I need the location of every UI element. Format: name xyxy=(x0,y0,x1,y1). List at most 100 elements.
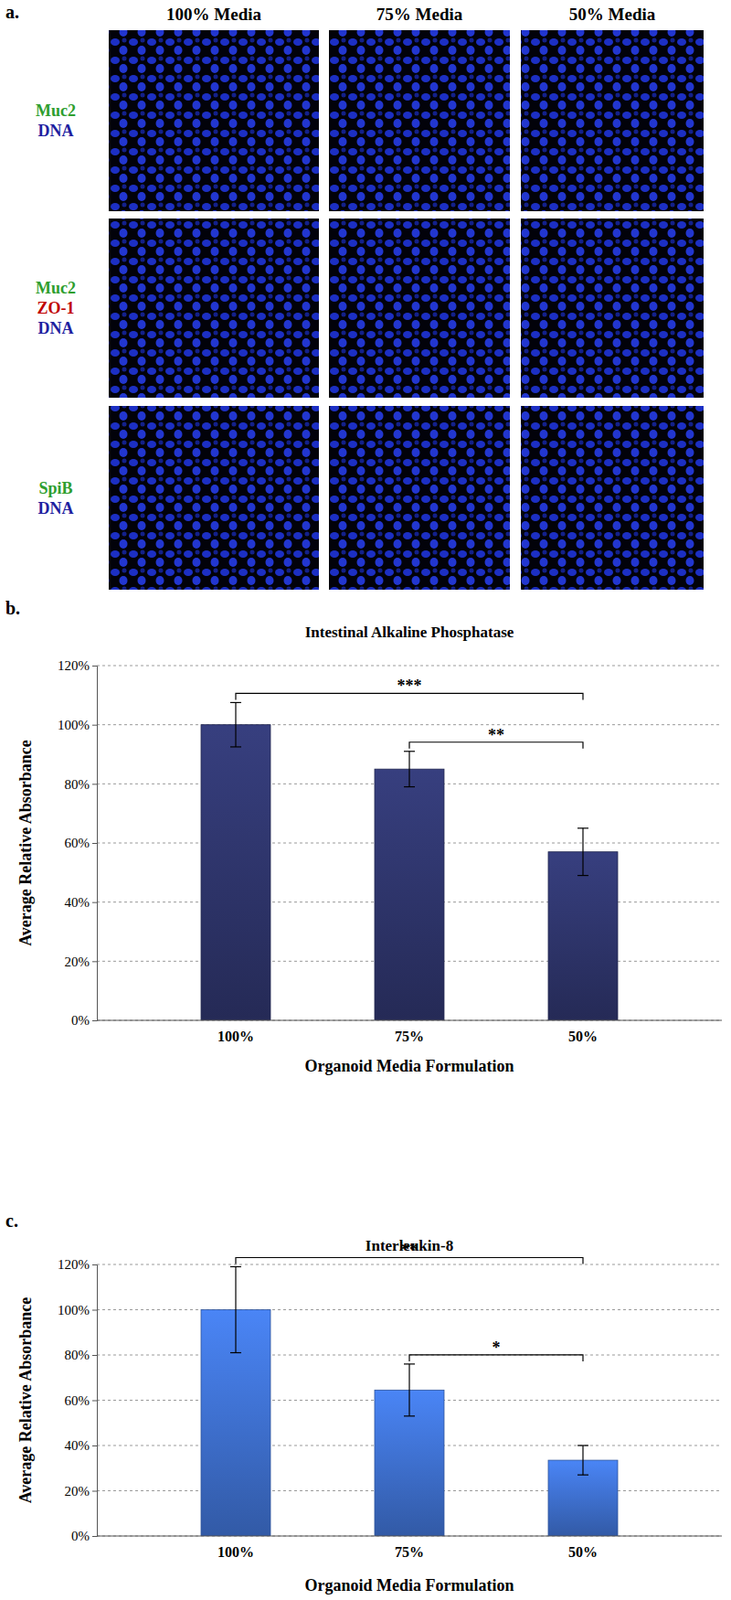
error-bar-cap xyxy=(577,874,589,876)
y-tick: 20% xyxy=(64,953,98,969)
panel-label: c. xyxy=(5,1209,19,1230)
error-bar-stem xyxy=(234,701,236,747)
error-bar-stem xyxy=(582,1444,583,1474)
error-bar xyxy=(403,1363,415,1416)
error-bar-cap xyxy=(230,745,242,747)
error-bar-cap xyxy=(230,1265,242,1267)
error-bar-cap xyxy=(577,1443,589,1445)
y-tick-label: 40% xyxy=(64,894,91,910)
y-tick: 80% xyxy=(64,776,98,792)
micrograph xyxy=(328,218,510,398)
significance-label: ** xyxy=(487,725,505,744)
x-tick-label: 75% xyxy=(394,1027,424,1044)
error-bar-cap xyxy=(403,785,415,787)
y-tick-mark xyxy=(92,724,97,726)
error-bar xyxy=(230,1265,242,1352)
micrograph xyxy=(520,405,704,590)
row-label: Muc2 xyxy=(35,101,76,120)
x-tick: 100% xyxy=(217,1535,255,1559)
column-header: 75% Media xyxy=(376,4,464,24)
error-bar xyxy=(403,751,415,787)
grid-line xyxy=(96,723,722,725)
y-tick-label: 0% xyxy=(71,1527,90,1543)
y-tick: 80% xyxy=(64,1346,98,1362)
micrograph xyxy=(108,405,319,590)
y-tick: 20% xyxy=(64,1483,98,1498)
micrograph xyxy=(108,30,319,212)
y-tick-label: 40% xyxy=(64,1437,91,1452)
plot-area xyxy=(201,701,618,1020)
x-tick: 75% xyxy=(394,1535,424,1559)
y-tick-mark xyxy=(92,960,97,962)
y-tick-mark xyxy=(92,1354,97,1356)
error-bar xyxy=(230,701,242,747)
significance-label: *** xyxy=(397,676,423,695)
grid xyxy=(96,1263,722,1536)
y-tick-mark xyxy=(92,1263,97,1265)
x-tick: 75% xyxy=(394,1019,424,1044)
x-tick: 100% xyxy=(217,1019,255,1044)
y-tick: 0% xyxy=(71,1527,97,1543)
y-tick-label: 20% xyxy=(64,953,91,969)
panel-label: a. xyxy=(5,1,20,22)
y-tick: 40% xyxy=(64,1437,98,1452)
chart: b.Intestinal Alkaline Phosphatase0%20%40… xyxy=(5,597,722,1075)
grid-line xyxy=(96,665,722,667)
x-tick: 50% xyxy=(568,1019,598,1044)
micrograph xyxy=(108,218,319,398)
column-header: 50% Media xyxy=(569,4,657,24)
y-axis-title: Average Relative Absorbance xyxy=(16,1296,35,1504)
x-tick-label: 100% xyxy=(217,1027,255,1044)
error-bar-stem xyxy=(234,1265,236,1352)
y-tick-label: 20% xyxy=(64,1483,91,1498)
row-label: DNA xyxy=(38,318,75,338)
x-axis-title: Organoid Media Formulation xyxy=(305,1056,515,1075)
y-tick-mark xyxy=(92,665,97,667)
micrograph xyxy=(328,405,510,590)
row-label: Muc2 xyxy=(35,278,76,297)
micrograph xyxy=(328,30,510,212)
bar xyxy=(548,851,618,1020)
y-tick: 100% xyxy=(57,717,97,732)
row-label: DNA xyxy=(38,121,75,140)
y-tick-label: 120% xyxy=(57,657,90,673)
y-tick-mark xyxy=(92,842,97,844)
chart: c.Interleukin-80%20%40%60%80%100%120%100… xyxy=(5,1209,722,1594)
column-header: 100% Media xyxy=(166,4,262,24)
y-tick: 60% xyxy=(64,1392,98,1408)
x-tick: 50% xyxy=(568,1535,598,1559)
row-label: SpiB xyxy=(38,478,73,498)
error-bar-cap xyxy=(230,701,242,703)
grid-line xyxy=(96,1308,722,1310)
y-tick: 40% xyxy=(64,894,98,910)
x-tick-label: 50% xyxy=(568,1027,598,1044)
y-axis-line xyxy=(92,666,98,1021)
y-tick-mark xyxy=(92,783,97,784)
y-tick-mark xyxy=(92,1019,97,1021)
y-tick: 60% xyxy=(64,835,98,850)
error-bar-cap xyxy=(577,1473,589,1475)
x-axis-line xyxy=(96,1535,722,1537)
x-tick-label: 75% xyxy=(394,1543,424,1559)
y-axis: 0%20%40%60%80%100%120% xyxy=(57,1256,98,1543)
y-axis-title: Average Relative Absorbance xyxy=(16,739,35,946)
error-bar xyxy=(577,1444,589,1474)
panel-label: b. xyxy=(5,597,21,618)
x-tick-label: 100% xyxy=(217,1543,255,1559)
bar xyxy=(374,768,445,1020)
x-axis-line xyxy=(96,1019,722,1021)
row-label: DNA xyxy=(38,498,75,518)
y-tick-mark xyxy=(92,1535,97,1537)
y-axis-line xyxy=(92,1264,98,1537)
error-bar xyxy=(577,827,589,876)
y-tick-mark xyxy=(92,901,97,903)
error-bar-cap xyxy=(403,1414,415,1416)
significance-label: ** xyxy=(401,1239,418,1259)
grid xyxy=(96,665,722,1020)
error-bar-stem xyxy=(408,1363,410,1416)
y-tick-label: 100% xyxy=(57,1302,90,1317)
row-label: ZO-1 xyxy=(36,298,75,318)
y-tick: 100% xyxy=(57,1302,97,1317)
y-tick-label: 0% xyxy=(71,1012,90,1028)
grid-line xyxy=(96,1019,722,1021)
